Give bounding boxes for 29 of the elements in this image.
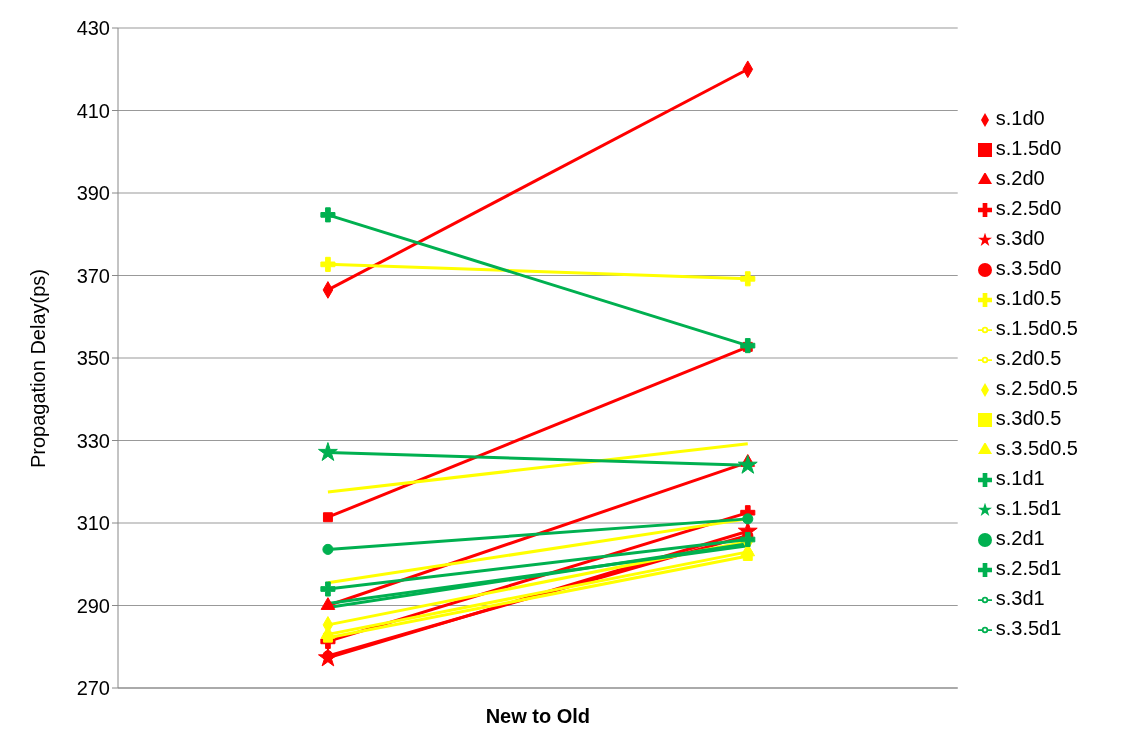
legend-label: s.2d0 (995, 167, 1045, 189)
y-tick-label: 410 (76, 99, 110, 122)
y-tick-label: 270 (76, 677, 110, 700)
y-tick-label: 290 (76, 594, 110, 617)
legend-label: s.1d1 (995, 467, 1045, 489)
y-tick-label: 430 (76, 17, 110, 40)
y-axis-title: Propagation Delay(ps) (27, 269, 50, 468)
legend-label: s.3.5d0.5 (995, 437, 1078, 459)
y-tick-label: 350 (76, 347, 110, 370)
legend-label: s.1.5d1 (995, 497, 1062, 519)
legend-label: s.3d0 (995, 227, 1045, 249)
y-tick-label: 310 (76, 512, 110, 535)
legend-label: s.2.5d0.5 (995, 377, 1078, 399)
legend-label: s.1d0 (995, 107, 1045, 129)
y-tick-label: 370 (76, 264, 110, 287)
x-axis-title: New to Old (485, 705, 591, 727)
legend-label: s.3.5d0 (995, 257, 1062, 279)
legend-label: s.1.5d0.5 (995, 317, 1078, 339)
legend-label: s.3d0.5 (995, 407, 1062, 429)
legend-label: s.1d0.5 (995, 287, 1062, 309)
legend-label: s.2d0.5 (995, 347, 1062, 369)
legend-label: s.2.5d1 (995, 557, 1062, 579)
legend-label: s.1.5d0 (995, 137, 1062, 159)
legend-label: s.2d1 (995, 527, 1045, 549)
y-tick-label: 390 (76, 182, 110, 205)
legend-label: s.2.5d0 (995, 197, 1062, 219)
legend-label: s.3.5d1 (995, 617, 1062, 639)
y-tick-label: 330 (76, 429, 110, 452)
legend-label: s.3d1 (995, 587, 1045, 609)
